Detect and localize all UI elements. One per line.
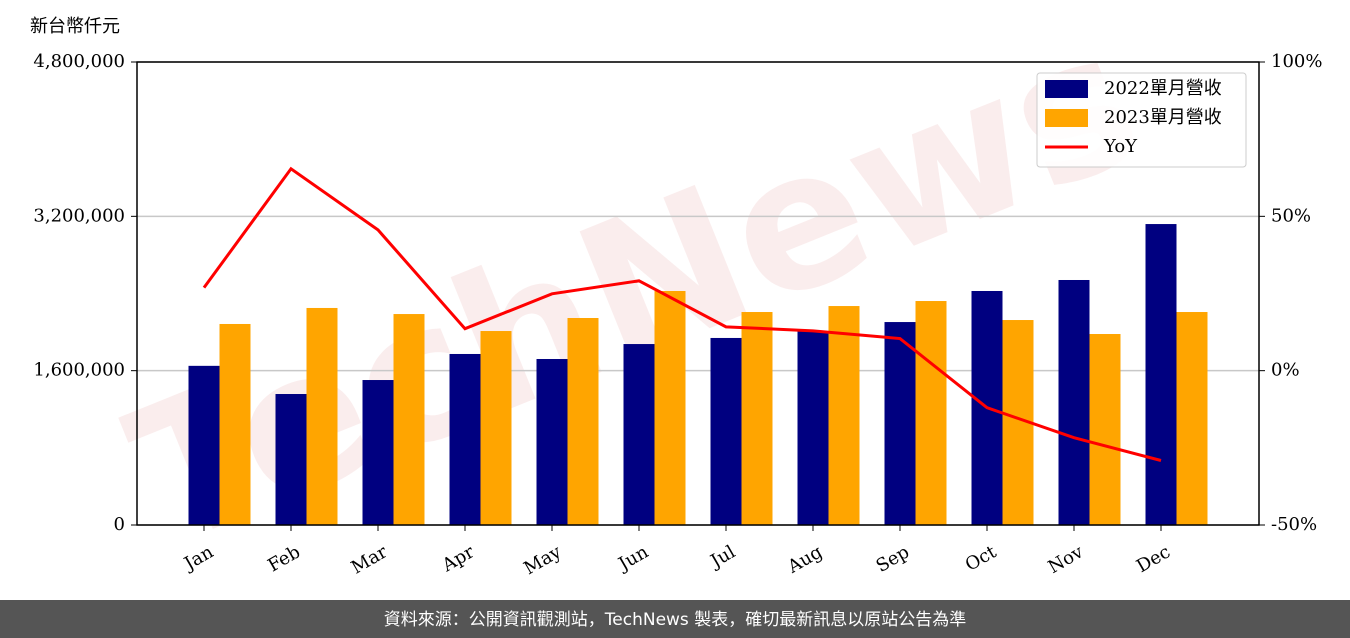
bar [797,331,829,525]
legend-label: 2022單月營收 [1104,78,1222,99]
bar [623,344,655,525]
x-tick-label: Jun [613,541,652,576]
x-tick-label: Aug [783,541,826,578]
bar [449,353,481,525]
bar [654,290,686,525]
bar [1145,224,1177,526]
bar [915,301,947,525]
y-tick-label: 0 [114,514,125,535]
bar [741,312,773,525]
bar [884,322,916,525]
y-tick-label: 1,600,000 [33,360,125,381]
y2-tick-label: -50% [1271,514,1317,535]
bar [219,323,251,525]
y-tick-label: 3,200,000 [33,205,125,226]
y2-tick-label: 50% [1271,205,1311,226]
bar [188,365,220,525]
bar [828,306,860,525]
plot-frame [136,61,1260,526]
footer-bar [0,600,1350,638]
y2-tick-label: 100% [1271,51,1322,72]
bar [275,394,307,525]
y-axis-unit: 新台幣仟元 [30,16,120,37]
x-tick-label: Sep [873,541,913,576]
bar [362,380,394,525]
x-tick-label: Mar [348,541,392,578]
bar [480,331,512,525]
x-tick-label: Dec [1133,541,1174,577]
bar [1176,312,1208,525]
legend-swatch [1045,109,1088,127]
bar [567,318,599,525]
y-tick-label: 4,800,000 [33,51,125,72]
x-tick-label: Jul [705,541,739,573]
bar [1089,334,1121,525]
bar [306,307,338,525]
y2-tick-label: 0% [1271,360,1300,381]
legend-box [1036,72,1247,168]
line [202,166,1162,462]
footer-text: 資料來源：公開資訊觀測站，TechNews 製表，確切最新訊息以原站公告為準 [384,610,966,630]
x-tick-label: Apr [438,541,478,576]
bar [393,314,425,525]
legend-label: YoY [1103,136,1138,157]
x-tick-label: Nov [1045,541,1088,578]
bar [536,358,568,525]
legend-label: 2023單月營收 [1104,107,1222,128]
bar [710,337,742,525]
x-tick-label: May [520,541,565,579]
x-tick-label: Oct [962,541,1001,576]
legend-swatch [1045,80,1088,98]
bar [1058,279,1090,525]
